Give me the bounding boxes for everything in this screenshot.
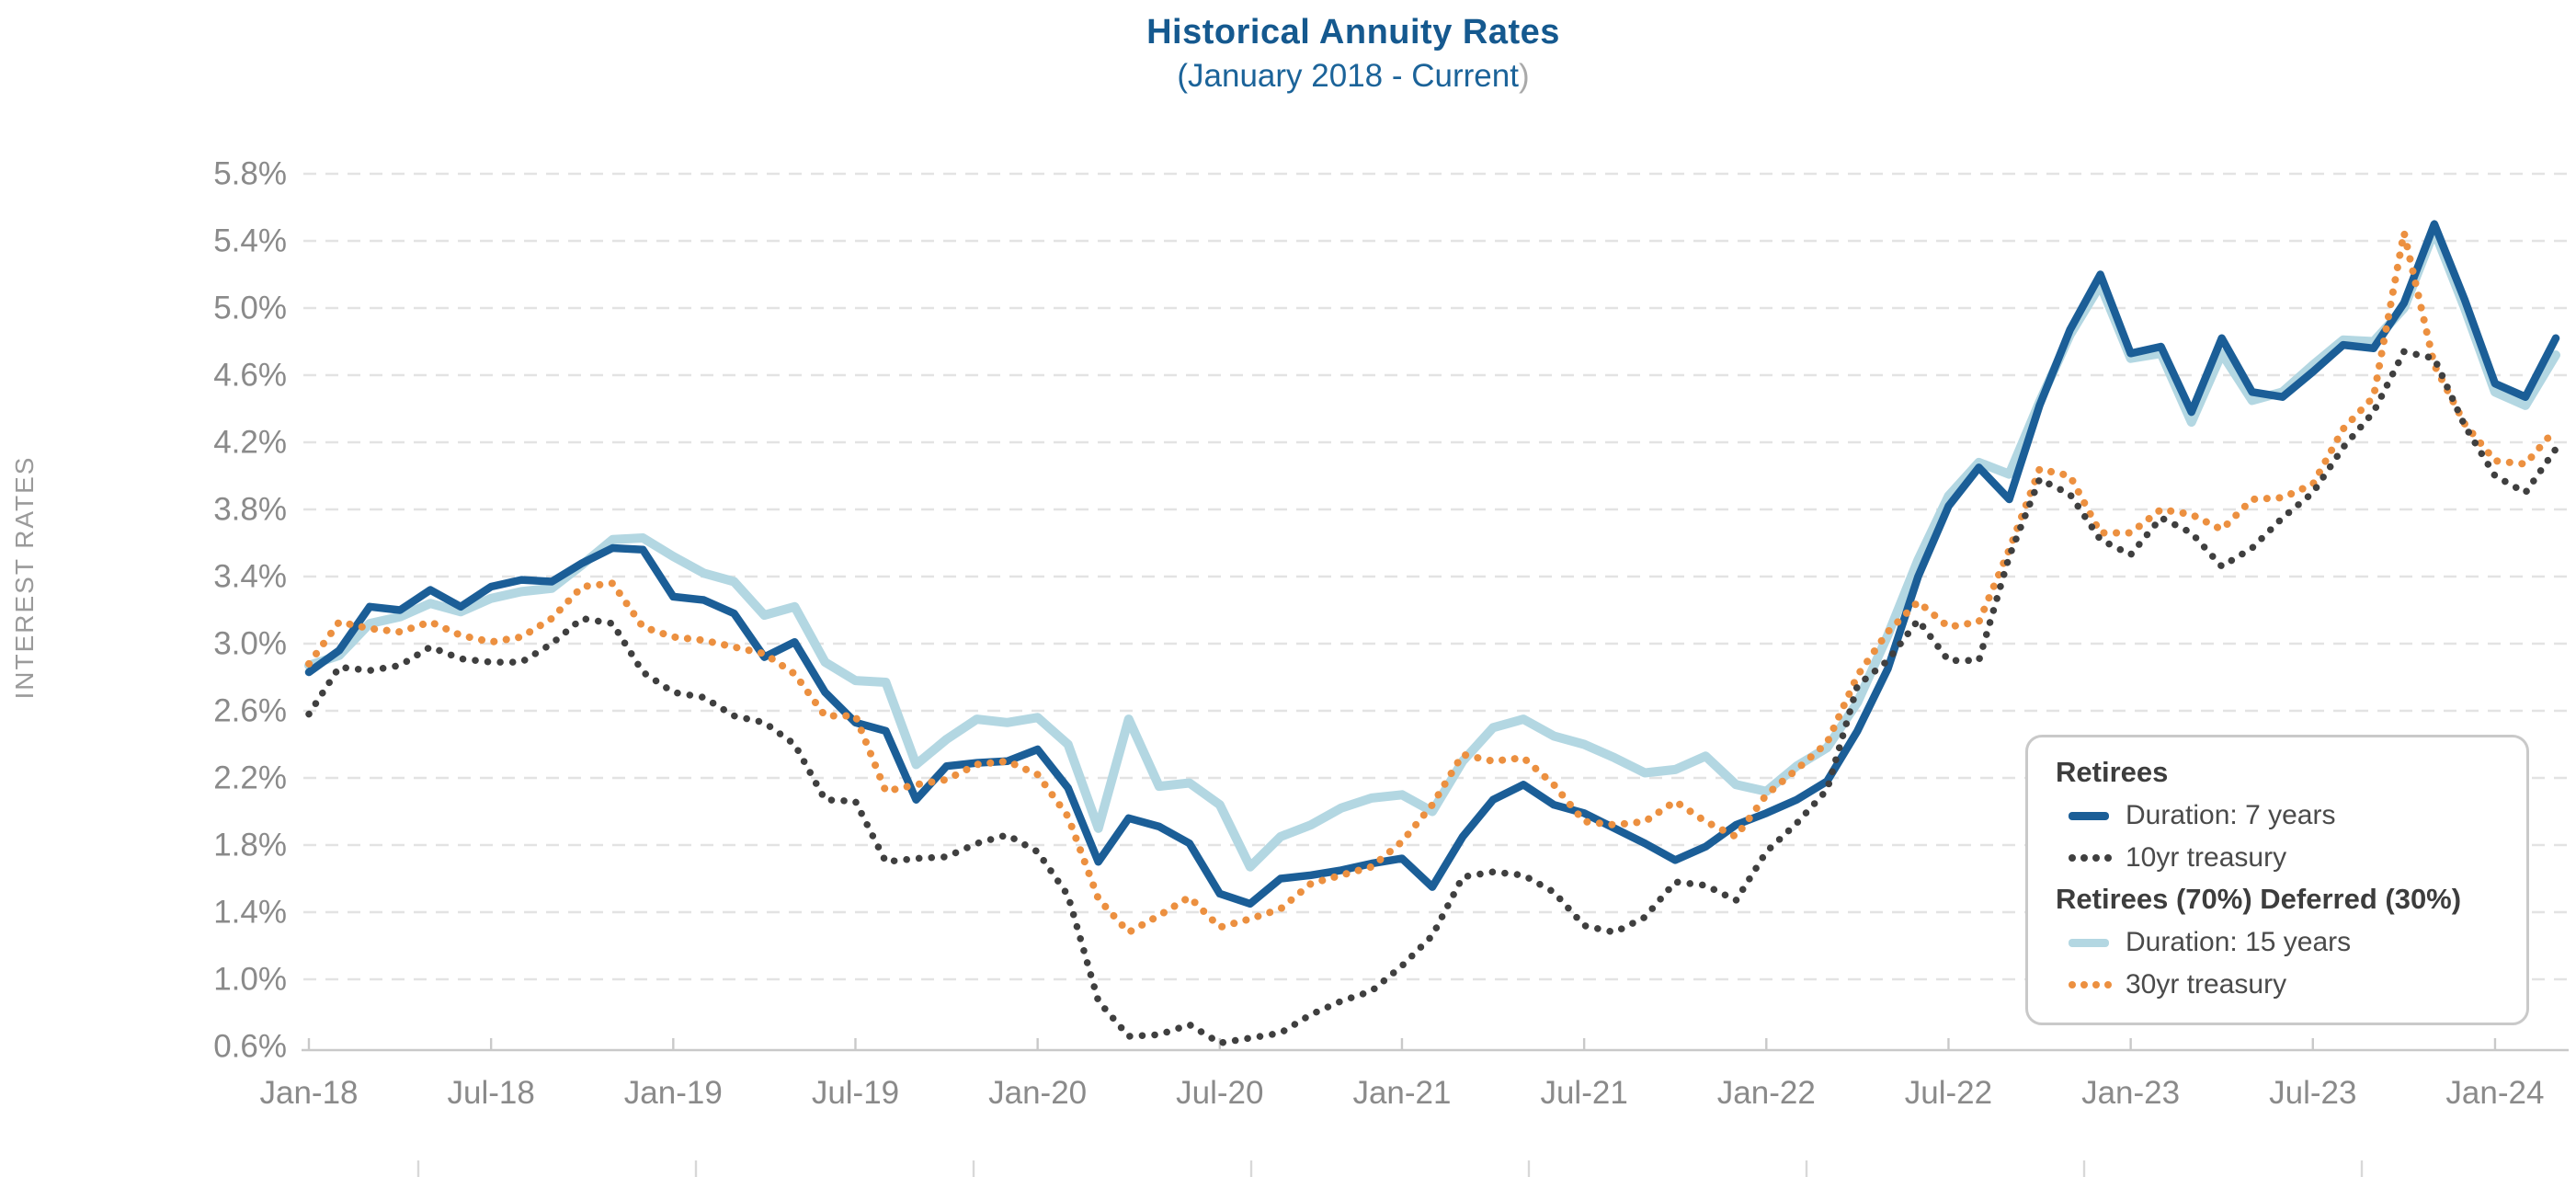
x-tick-label: Jul-18 [447, 1075, 534, 1111]
y-tick-label: 4.2% [213, 425, 287, 461]
x-tick-label: Jul-20 [1176, 1075, 1263, 1111]
x-tick-label: Jul-19 [812, 1075, 899, 1111]
legend-group-retirees-title: Retirees [2056, 756, 2169, 788]
y-tick-label: 1.4% [213, 895, 287, 931]
series-line-30yr-treasury [305, 228, 2559, 936]
y-tick-label: 4.6% [213, 358, 287, 394]
y-axis-title: INTEREST RATES [10, 455, 39, 700]
legend-item-duration-15: Duration: 15 years [2069, 927, 2502, 958]
x-tick-label: Jan-22 [1717, 1075, 1816, 1111]
y-tick-label: 5.0% [213, 291, 287, 326]
x-tick-label: Jan-20 [988, 1075, 1087, 1111]
legend-item-label: Duration: 15 years [2126, 927, 2352, 957]
dotted-line-swatch-orange [2069, 981, 2112, 988]
treasury30-dots-swatch [2069, 981, 2112, 988]
chart-title: Historical Annuity Rates [1146, 13, 1560, 51]
legend-item-30yr-treasury: 30yr treasury [2069, 969, 2502, 1000]
y-tick-label: 3.0% [213, 626, 287, 662]
y-tick-label: 3.8% [213, 492, 287, 528]
legend-item-duration-7: Duration: 7 years [2069, 800, 2502, 831]
solid-line-swatch-dark-blue [2069, 811, 2111, 820]
y-tick-label: 1.0% [213, 962, 287, 998]
y-tick-label: 5.8% [213, 156, 287, 192]
x-tick-label: Jan-21 [1352, 1075, 1451, 1111]
duration7-line-swatch [2069, 811, 2109, 820]
legend: Retirees Duration: 7 years 10yr treasury… [2025, 735, 2529, 1025]
legend-group-deferred-title: Retirees (70%) Deferred (30%) [2056, 883, 2462, 915]
x-tick-label: Jan-24 [2445, 1075, 2544, 1111]
legend-item-10yr-treasury: 10yr treasury [2069, 842, 2502, 874]
duration15-line-swatch [2069, 938, 2109, 947]
y-tick-label: 0.6% [213, 1029, 287, 1065]
x-tick-label: Jan-18 [259, 1075, 358, 1111]
legend-item-label: 10yr treasury [2126, 842, 2287, 873]
y-tick-label: 3.4% [213, 559, 287, 595]
x-tick-label: Jul-22 [1905, 1075, 1992, 1111]
chart-header: Historical Annuity Rates (January 2018 -… [1146, 13, 1560, 95]
series-line-duration-7-years [304, 220, 2560, 908]
chart-subtitle-main: (January 2018 - Current [1177, 58, 1519, 94]
legend-item-label: 30yr treasury [2126, 969, 2287, 1000]
chart-subtitle-paren: ) [1518, 58, 1530, 94]
y-tick-label: 1.8% [213, 828, 287, 863]
legend-item-label: Duration: 7 years [2126, 800, 2336, 830]
y-tick-label: 5.4% [213, 223, 287, 259]
y-tick-label: 2.2% [213, 760, 287, 796]
treasury10-dots-swatch [2069, 854, 2112, 862]
x-tick-label: Jan-23 [2081, 1075, 2180, 1111]
x-tick-label: Jul-23 [2269, 1075, 2356, 1111]
dotted-line-swatch-black [2069, 854, 2112, 862]
solid-line-swatch-light-blue [2069, 938, 2111, 947]
chart-subtitle: (January 2018 - Current) [1146, 58, 1560, 95]
x-tick-label: Jul-21 [1540, 1075, 1627, 1111]
y-tick-label: 2.6% [213, 693, 287, 729]
x-tick-label: Jan-19 [624, 1075, 723, 1111]
